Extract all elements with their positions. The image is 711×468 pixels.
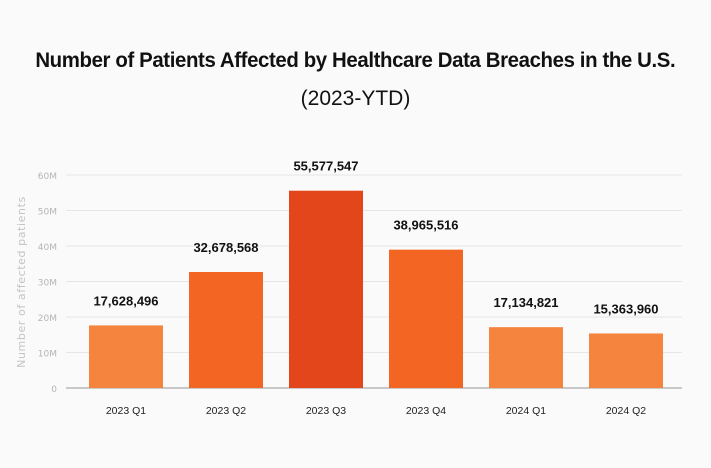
data-label: 55,577,547 <box>293 159 358 174</box>
y-tick-label: 20M <box>38 314 57 324</box>
data-label: 15,363,960 <box>593 301 658 316</box>
x-tick-label: 2024 Q2 <box>606 405 646 417</box>
bar <box>89 325 163 388</box>
y-tick-label: 10M <box>38 350 57 360</box>
data-label: 17,628,496 <box>93 293 158 308</box>
y-tick-label: 60M <box>38 172 57 182</box>
y-axis-label: Number of affected patients <box>15 196 28 368</box>
y-tick-label: 50M <box>38 208 57 218</box>
x-tick-label: 2023 Q3 <box>306 405 346 417</box>
x-tick-label: 2023 Q2 <box>206 405 246 417</box>
bar <box>389 249 463 388</box>
bar <box>589 333 663 388</box>
bar <box>489 327 563 388</box>
chart-title: Number of Patients Affected by Healthcar… <box>35 49 676 72</box>
data-label: 38,965,516 <box>393 218 458 233</box>
x-tick-label: 2024 Q1 <box>506 405 546 417</box>
bar <box>289 190 363 388</box>
data-label: 17,134,821 <box>493 295 558 310</box>
y-tick-label: 40M <box>38 243 57 253</box>
y-tick-label: 0 <box>51 385 57 395</box>
chart-subtitle: (2023-YTD) <box>300 87 411 110</box>
x-tick-label: 2023 Q1 <box>106 405 146 417</box>
y-tick-label: 30M <box>38 279 57 289</box>
data-label: 32,678,568 <box>193 240 258 255</box>
x-tick-label: 2023 Q4 <box>406 405 446 417</box>
bar <box>189 271 263 388</box>
chart-title-wrap: Number of Patients Affected by Healthcar… <box>0 48 711 76</box>
